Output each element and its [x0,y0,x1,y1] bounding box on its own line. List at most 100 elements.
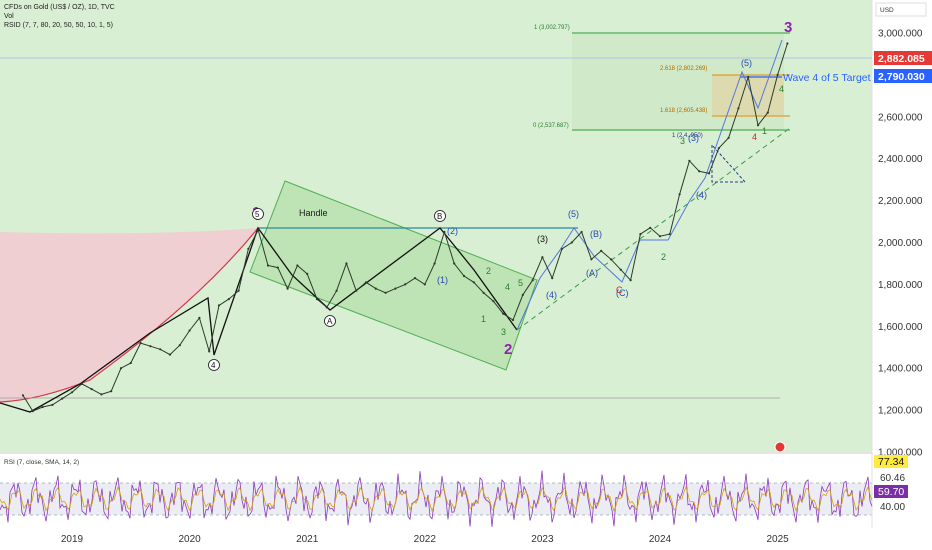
price-point [707,172,711,175]
price-point [453,262,456,265]
cup-fill [0,228,258,402]
price-point [345,262,348,265]
wave-label: 1 [481,314,486,324]
currency-label: USD [880,7,894,14]
wave-zigzag-blue [516,39,783,331]
wave-label: (B) [590,229,602,239]
price-points [21,42,789,413]
price-point [168,353,172,356]
price-point [600,249,603,252]
wave-label: (3) [688,133,699,143]
x-tick-label: 2022 [414,534,437,545]
rsid-line[interactable]: RSID (7, 7, 80, 20, 50, 50, 10, 1, 5) [4,22,113,29]
price-point [315,298,319,301]
rsi-tick: 40.00 [880,502,905,513]
y-tick-label: 1,200.000 [878,406,923,417]
price-point [727,136,730,139]
x-tick-label: 2019 [61,534,84,545]
price-point [649,226,652,229]
rsi-value-text: 77.34 [878,456,904,468]
price-point [551,277,554,280]
x-tick-label: 2024 [649,534,672,545]
rsi-sma-text: 59.70 [878,486,904,498]
price-point [619,268,622,271]
price-point [541,256,544,259]
fib-label: 2.618 (2,802.269) [660,66,707,72]
wave-labels: 1 2 3 5 4 B A (5) (4) (3) (2) (1) (B) (A… [208,19,792,371]
price-point [139,342,142,345]
price-point [688,159,691,162]
wave-circle [208,359,220,371]
price-point [678,193,681,196]
wave-label: 4 [505,282,510,292]
wave-label: (5) [568,209,579,219]
price-point [335,289,338,292]
dashed-trendline [516,127,791,331]
fib-label: 0 (2,537.687) [533,123,569,129]
wave-label: (1) [437,275,448,285]
price-point [257,228,260,231]
target-price-tag [874,69,932,83]
price-point [580,230,583,234]
price-point [472,281,475,284]
price-point [159,348,162,351]
rsi-label: RSI (7, close, SMA, 14, 2) [4,459,79,466]
fib-label: 1 (2,4..950) [672,133,703,139]
currency-box[interactable] [875,2,927,17]
wave-label: 2 [504,341,512,358]
price-point [747,75,750,79]
rsi-tick: 60.46 [880,473,905,484]
x-tick-label: 2025 [766,534,789,545]
fib-box-inner [712,75,784,115]
price-point [394,287,397,290]
rsi-line [0,470,873,527]
price-point [21,394,25,397]
price-point [786,42,789,45]
rsi-sma-tag [874,485,908,498]
y-tick-label: 1,000.000 [878,448,923,459]
wave-circle [324,315,336,327]
price-point [61,397,64,400]
y-axis[interactable]: 3,000.0002,800.0002,600.0002,400.0002,20… [878,29,923,459]
price-point [119,367,123,370]
price-point [776,73,779,76]
wave-label: 4 [779,84,784,94]
y-tick-label: 2,600.000 [878,112,923,123]
flag-icon[interactable] [774,441,786,453]
price-point [756,124,760,127]
wave-label: 3 [680,136,685,146]
vol-line[interactable]: Vol [4,13,14,20]
wave-label: (C) [616,288,629,298]
price-point [217,304,221,307]
price-point [90,388,93,391]
wave-label: C [616,285,623,295]
x-tick-label: 2021 [296,534,319,545]
x-tick-label: 2020 [178,534,201,545]
y-tick-label: 2,000.000 [878,238,923,249]
price-point [237,289,240,292]
price-point [296,264,299,267]
wave-label: 4 [752,132,757,142]
price-point [355,289,358,292]
x-axis[interactable]: 2019 2020 2021 2022 2023 2024 2025 [61,534,789,545]
target-price-text: 2,790.030 [878,71,925,83]
y-tick-label: 1,600.000 [878,322,923,333]
wave-label: 3 [501,327,506,337]
price-point [668,233,671,236]
wave-label: 4 [211,361,216,370]
price-point [110,390,113,393]
y-tick-label: 2,400.000 [878,154,923,165]
price-point [511,318,515,322]
price-point [80,382,83,385]
price-point [433,262,436,265]
x-tick-label: 2023 [531,534,554,545]
wave-target-label: Wave 4 of 5 Target [783,72,871,84]
cup-curve [0,227,259,403]
price-point [364,281,368,284]
symbol-line[interactable]: CFDs on Gold (US$ / OZ), 1D, TVC [4,4,115,11]
price-point [717,147,720,150]
price-point [149,345,152,348]
rsi-sma-line [0,485,873,513]
price-point [502,312,505,315]
